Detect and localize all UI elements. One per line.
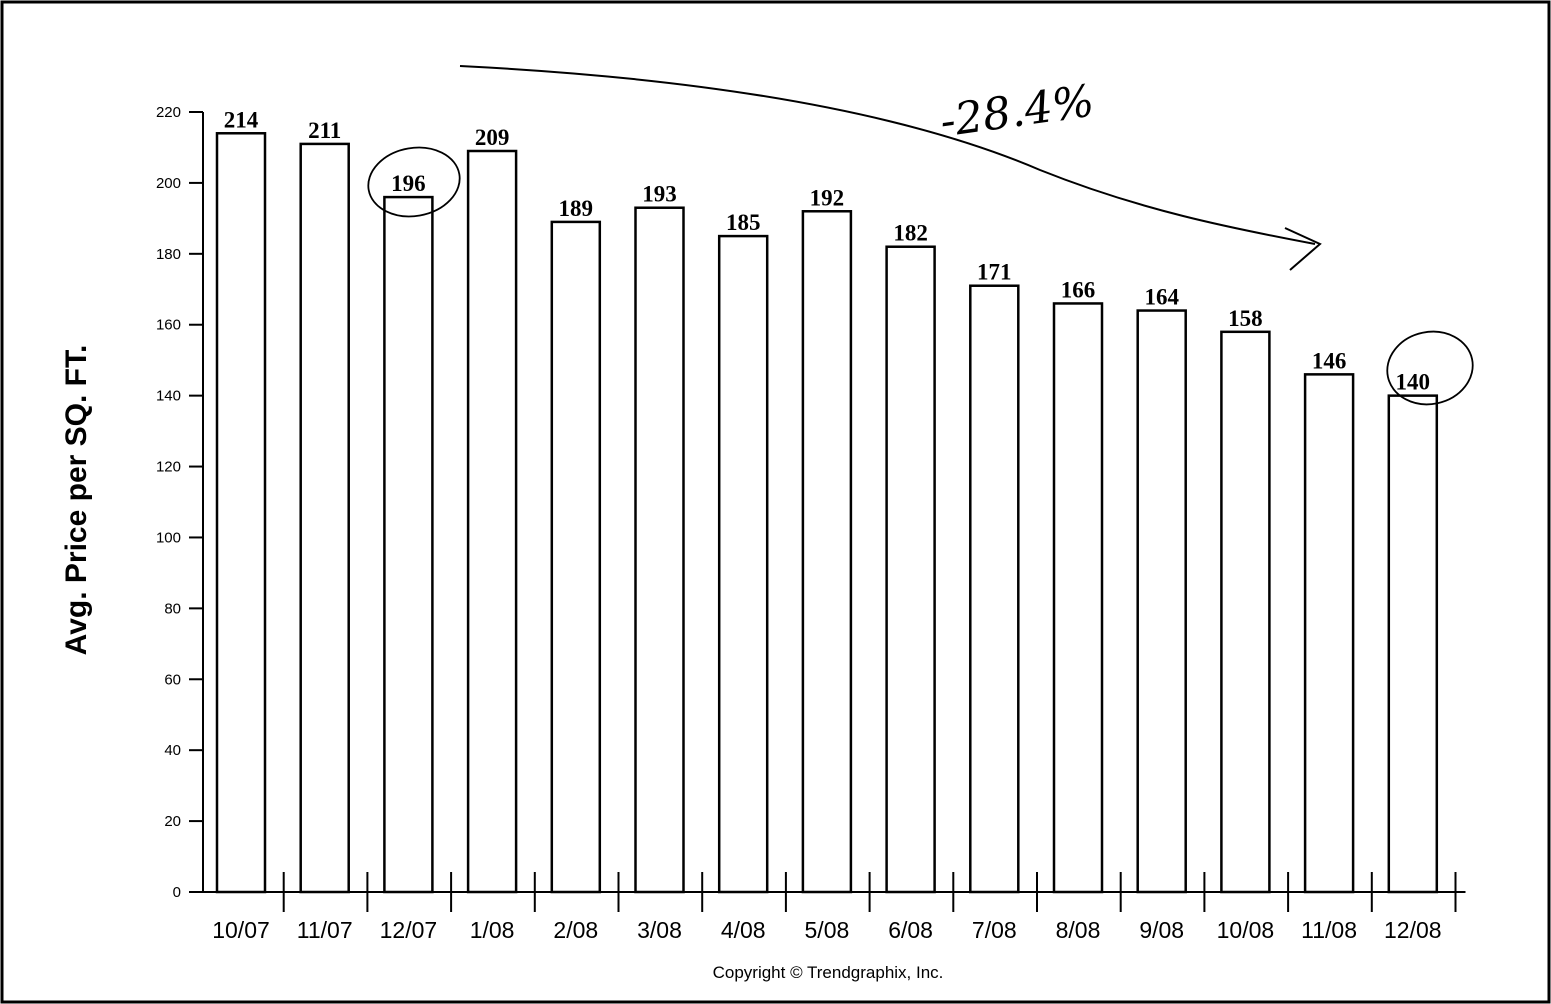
x-tick-label: 1/08	[470, 917, 515, 943]
bar-value-label: 209	[475, 125, 510, 150]
x-axis: 10/07 11/07 12/07 1/08 2/08 3/08 4/08 5/08 6/08 7…	[203, 872, 1466, 943]
x-tick-label: 12/08	[1384, 917, 1442, 943]
bar-value-label: 164	[1144, 285, 1179, 310]
x-tick-label: 3/08	[637, 917, 682, 943]
bar	[969, 284, 1020, 894]
y-tick-label: 40	[164, 742, 181, 759]
bar	[1136, 309, 1187, 894]
bar	[299, 142, 350, 894]
x-tick-label: 11/07	[297, 917, 353, 943]
x-tick-label: 5/08	[805, 917, 850, 943]
y-axis-label: Avg. Price per SQ. FT.	[60, 345, 93, 656]
bar	[383, 195, 434, 894]
x-tick-label: 12/07	[380, 917, 438, 943]
bar	[801, 210, 853, 894]
bar	[1387, 394, 1439, 894]
data-labels: 214 211 196 209 189 193 185 192 182 171 166 164 158 1…	[224, 107, 1430, 394]
bar-value-label: 182	[893, 221, 928, 246]
bar-value-label: 189	[559, 196, 594, 221]
copyright-text: Copyright © Trendgraphix, Inc.	[713, 963, 944, 982]
bar-value-label: 146	[1312, 348, 1347, 373]
y-tick-label: 120	[156, 459, 181, 476]
bar-value-label: 193	[642, 182, 677, 207]
bar	[634, 206, 685, 894]
bar	[466, 149, 518, 894]
bar	[550, 220, 602, 894]
bar-value-label: 171	[977, 260, 1012, 285]
x-tick-label: 10/07	[212, 917, 270, 943]
circle-annotation-12-07	[367, 146, 461, 218]
x-tick-label: 11/08	[1301, 917, 1357, 943]
x-tick-label: 4/08	[721, 917, 766, 943]
y-tick-label: 160	[156, 317, 181, 334]
x-tick-label: 10/08	[1217, 917, 1275, 943]
y-tick-label: 60	[164, 671, 181, 688]
y-tick-label: 220	[156, 104, 181, 121]
bars	[215, 132, 1439, 894]
x-tick-label: 6/08	[888, 917, 933, 943]
bar-value-label: 211	[308, 118, 341, 143]
y-tick-label: 140	[156, 388, 181, 405]
bar	[1303, 373, 1355, 894]
y-tick-label: 100	[156, 529, 181, 546]
bar-value-label: 192	[810, 185, 845, 210]
bar	[717, 234, 769, 894]
bar	[1052, 302, 1104, 894]
trend-arrow	[459, 65, 1316, 245]
y-tick-label: 80	[164, 600, 181, 617]
circle-annotation-12-08	[1386, 330, 1474, 406]
bar-value-label: 185	[726, 210, 761, 235]
y-tick-label: 180	[156, 246, 181, 263]
bar	[1220, 330, 1271, 894]
x-tick-label: 2/08	[553, 917, 598, 943]
bar	[885, 245, 936, 894]
bar-value-label: 166	[1061, 277, 1096, 302]
bar	[215, 132, 267, 894]
trend-arrow-head	[1284, 227, 1322, 271]
y-axis: 0 20 40 60 80 100 120 140 160 180 200 220	[156, 104, 204, 901]
x-tick-label: 8/08	[1056, 917, 1101, 943]
x-tick-label: 7/08	[972, 917, 1017, 943]
bar-value-label: 140	[1396, 370, 1431, 395]
y-tick-label: 20	[164, 813, 181, 830]
x-tick-label: 9/08	[1139, 917, 1184, 943]
y-tick-label: 200	[156, 175, 181, 192]
bar-value-label: 214	[224, 107, 259, 132]
bar-value-label: 196	[391, 171, 426, 196]
y-tick-label: 0	[173, 884, 181, 901]
bar-value-label: 158	[1228, 306, 1263, 331]
